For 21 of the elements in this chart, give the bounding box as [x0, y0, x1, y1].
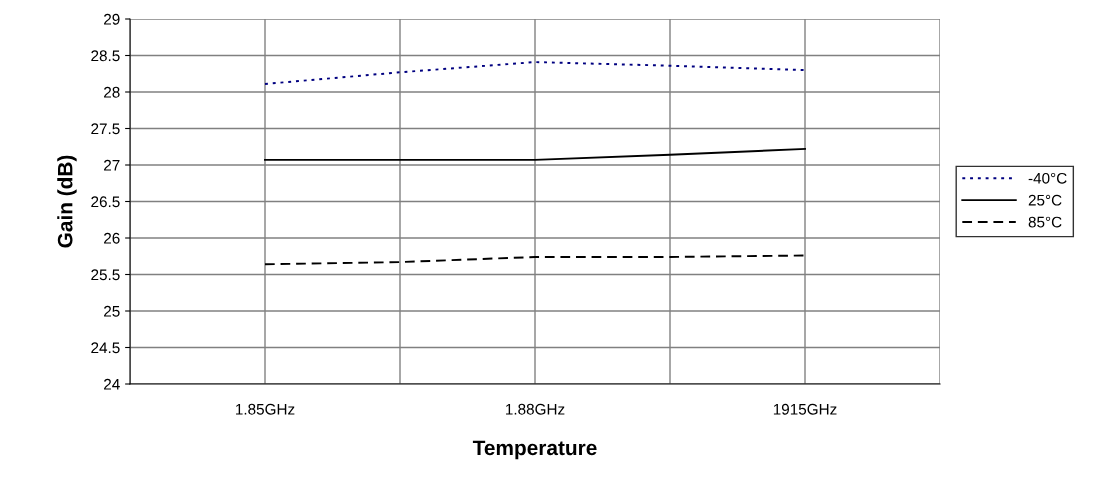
y-tick-label: 27 — [104, 159, 120, 171]
legend-label: -40°C — [1028, 172, 1067, 184]
legend-label: 25°C — [1028, 194, 1062, 206]
legend-label: 85°C — [1028, 216, 1062, 228]
y-tick-label: 29 — [104, 13, 120, 25]
y-tick-label: 26 — [104, 232, 120, 244]
x-tick-label: 1915GHz — [773, 403, 837, 415]
y-tick-label: 25 — [104, 305, 120, 317]
line-series — [264, 61, 806, 85]
y-tick-label: 28 — [104, 86, 120, 98]
y-tick-label: 24.5 — [91, 342, 120, 354]
x-tick-label: 1.85GHz — [236, 403, 295, 415]
x-tick-label: 1.88GHz — [506, 403, 565, 415]
y-tick-label: 27.5 — [91, 123, 120, 135]
x-axis-title: Temperature — [472, 440, 597, 460]
y-axis-title: Gain (dB) — [57, 155, 77, 248]
y-tick-label: 25.5 — [91, 269, 120, 281]
line-series — [264, 254, 806, 266]
y-tick-label: 28.5 — [91, 50, 120, 62]
y-tick-label: 26.5 — [91, 196, 120, 208]
y-tick-label: 24 — [104, 378, 120, 390]
